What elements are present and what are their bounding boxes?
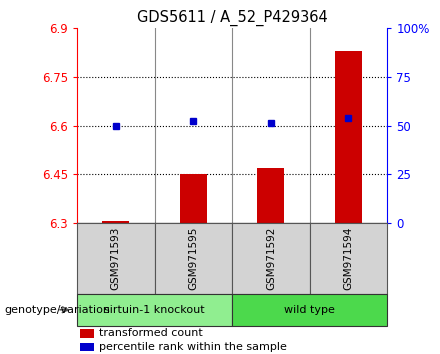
Bar (310, 223, 387, 294)
Text: GSM971593: GSM971593 (111, 227, 121, 290)
Bar (257, 168, 284, 223)
Text: wild type: wild type (284, 305, 335, 315)
Bar (80, 329, 94, 338)
Bar (180, 175, 207, 223)
Bar (232, 223, 310, 294)
Text: GSM971592: GSM971592 (266, 227, 276, 290)
Bar (232, 294, 387, 326)
Bar (154, 223, 232, 294)
Text: GSM971594: GSM971594 (344, 227, 353, 290)
Bar (102, 221, 129, 223)
Bar (335, 51, 362, 223)
Bar (77, 294, 232, 326)
Text: GSM971595: GSM971595 (188, 227, 198, 290)
Text: genotype/variation: genotype/variation (4, 305, 110, 315)
Title: GDS5611 / A_52_P429364: GDS5611 / A_52_P429364 (137, 9, 327, 25)
Bar (80, 343, 94, 351)
Bar (77, 223, 154, 294)
Text: transformed count: transformed count (99, 328, 202, 338)
Text: percentile rank within the sample: percentile rank within the sample (99, 342, 286, 352)
Text: sirtuin-1 knockout: sirtuin-1 knockout (104, 305, 205, 315)
